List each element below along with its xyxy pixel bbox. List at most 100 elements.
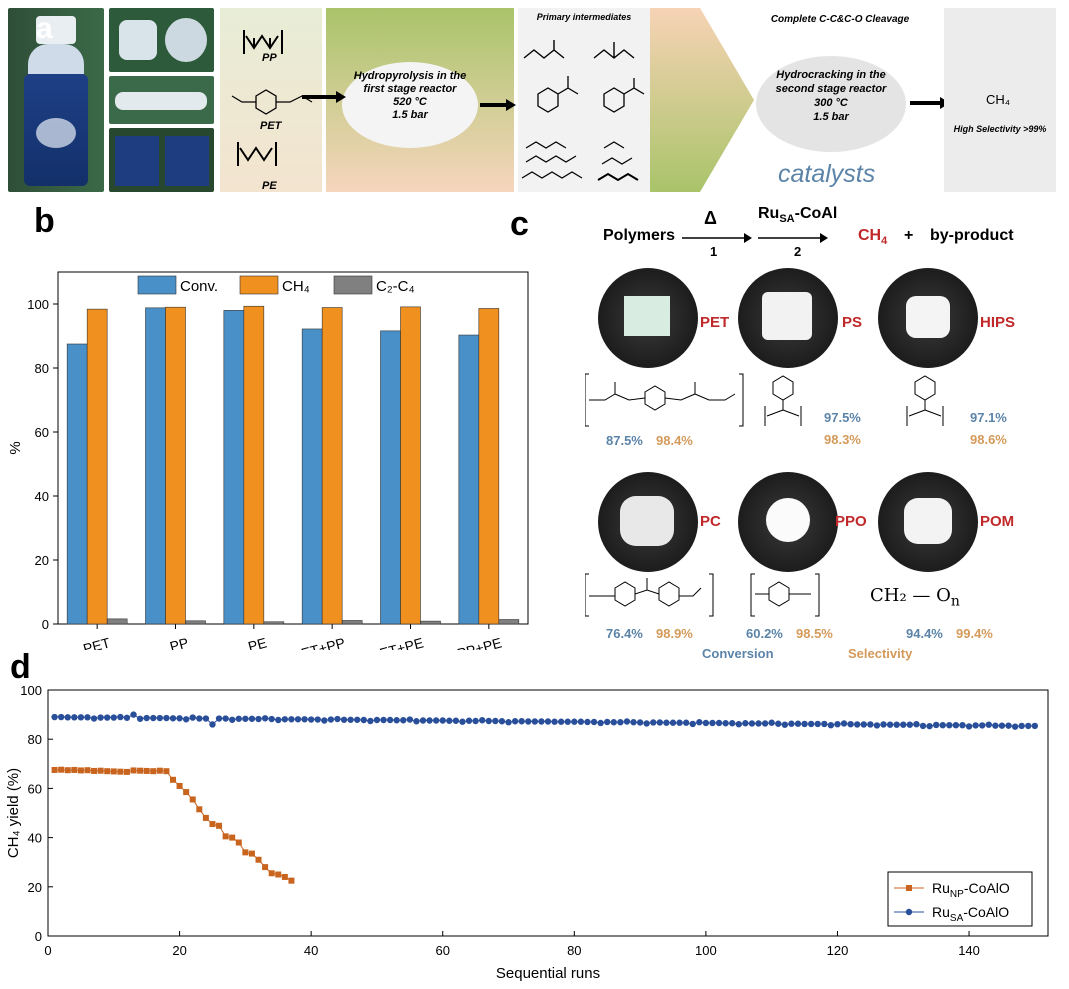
data-point [150,714,157,722]
data-point [110,714,117,721]
scheme-byproduct: by-product [930,227,1014,244]
x-tick-label: PET+PP+PE [421,634,503,650]
pe-label: PE [262,180,277,192]
conversion-pc: 76.4% [606,626,643,641]
y-tick-label: 80 [35,361,49,376]
data-point [946,721,953,729]
legend-selectivity: Selectivity [848,646,913,661]
data-point [294,716,302,723]
y-tick-label: 0 [42,617,49,632]
data-point [650,719,657,726]
data-point [97,767,104,774]
data-point [419,717,427,724]
bar-PET+PE-1 [400,306,421,625]
data-point [551,718,558,725]
data-point [64,714,71,721]
panel-letter-b: b [34,202,55,240]
data-point [518,718,525,725]
data-point [360,716,367,724]
data-point [123,714,131,721]
data-point [676,719,683,726]
sample-photo-pc [598,472,698,572]
data-point [380,716,387,724]
data-point [860,721,867,728]
data-point [189,796,196,803]
selectivity-pc: 98.9% [656,626,693,641]
data-point [965,723,973,730]
data-point [432,717,440,724]
data-point [163,768,170,775]
scheme-product: CH4 [858,227,888,248]
data-point [183,789,190,796]
data-point [71,766,78,773]
data-point [584,718,591,726]
data-point [426,717,433,724]
sample-photo-hips [878,268,978,368]
data-point [880,721,887,728]
selectivity-pet: 98.4% [656,433,693,448]
data-point [544,718,552,725]
data-point [1025,722,1032,730]
data-point [801,720,808,728]
bar-PET-0 [66,343,88,625]
data-point [748,720,756,727]
data-point [590,718,598,726]
data-point [893,721,900,728]
pet-ring [255,89,277,115]
data-point [202,715,210,722]
data-point [900,721,907,728]
data-point [722,720,729,727]
structures-row1 [585,373,944,427]
data-point [288,716,295,723]
data-point [498,718,506,725]
data-point [71,714,78,721]
bottle-photo [8,8,104,192]
conversion-ppo: 60.2% [746,626,783,641]
data-point [814,720,821,728]
data-point [768,719,775,726]
data-point [406,716,414,723]
data-point [130,711,137,718]
sample-name-ppo: PPO [835,513,867,530]
x-tick-label: PE [246,634,268,650]
data-point [136,715,144,722]
data-point [557,718,565,725]
bar-PE-2 [263,621,285,625]
data-point [604,718,611,726]
bar-PP-1 [165,306,186,625]
data-point [735,720,742,728]
data-point [275,871,282,878]
sample-photo-ps [738,268,838,368]
sample-name-hips: HIPS [980,314,1016,331]
data-point [196,806,203,813]
x-tick-label: 40 [304,943,318,958]
stage-chevron [650,8,754,192]
data-point [669,719,677,726]
data-point [242,715,249,722]
data-point [235,839,242,846]
data-point [788,720,795,727]
data-point [663,719,670,726]
data-point [386,716,394,724]
data-point [1031,722,1039,730]
legend-swatch [137,275,177,295]
data-point [847,720,854,728]
plot-frame [57,271,529,625]
data-point [84,714,91,721]
data-point [485,717,492,725]
data-point [327,716,335,723]
data-point [577,718,585,725]
bar-PET+PE-0 [380,330,401,625]
intermediate-structures [521,40,645,182]
bar-PP-0 [145,307,166,625]
y-tick-label: 60 [35,425,49,440]
legend-marker [905,908,913,916]
data-point [156,714,164,722]
legend-label: RuNP-CoAlO [932,880,1010,900]
data-point [104,714,111,721]
data-point [459,718,466,725]
y-tick-label: 80 [28,732,42,747]
bar-chart: 0 20 40 60 80 100% PET PP PE PET+PP PET+PEPET+PP+P… [7,271,529,650]
step2-number: 2 [794,244,802,259]
x-tick-label: 60 [436,943,450,958]
